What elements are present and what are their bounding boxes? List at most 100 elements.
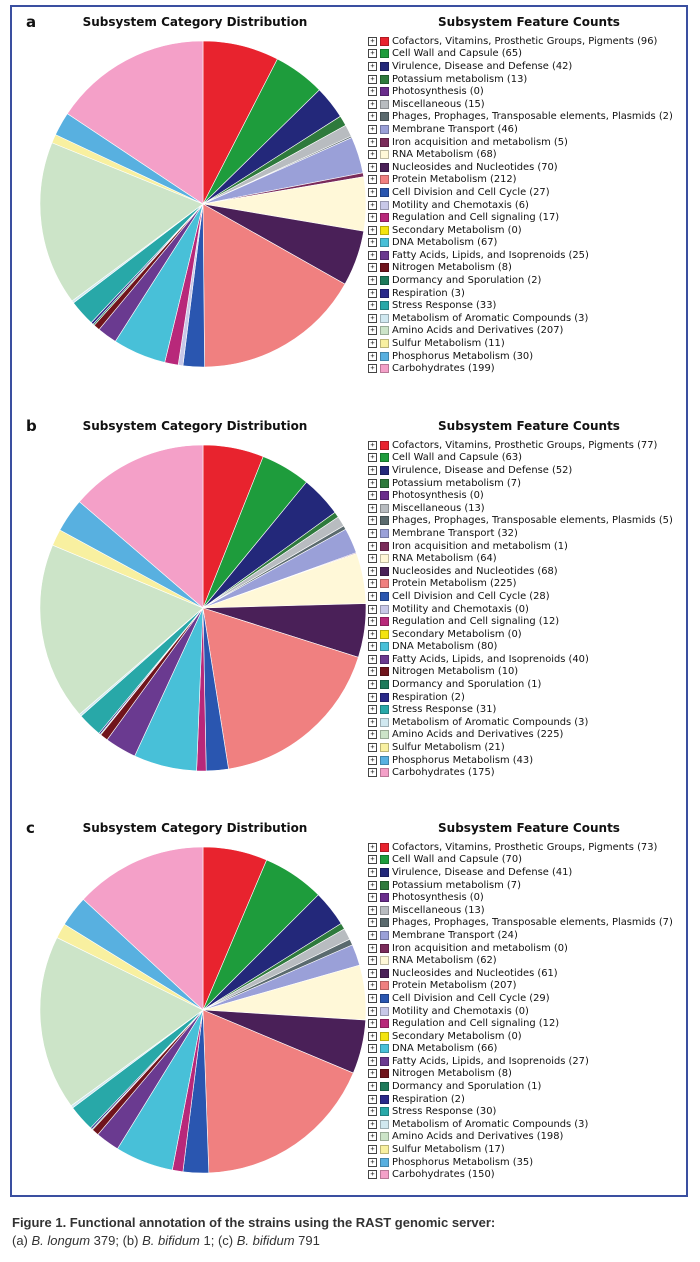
- legend-item[interactable]: + Amino Acids and Derivatives (198): [368, 1131, 686, 1144]
- legend-item[interactable]: + Nitrogen Metabolism (8): [368, 262, 686, 275]
- plus-box-icon[interactable]: +: [368, 893, 377, 903]
- plus-box-icon[interactable]: +: [368, 301, 377, 311]
- legend-item[interactable]: + RNA Metabolism (64): [368, 552, 686, 565]
- plus-box-icon[interactable]: +: [368, 288, 377, 298]
- legend-item[interactable]: + Membrane Transport (32): [368, 527, 686, 540]
- plus-box-icon[interactable]: +: [368, 124, 377, 134]
- plus-box-icon[interactable]: +: [368, 364, 377, 374]
- legend-item[interactable]: + Dormancy and Sporulation (2): [368, 274, 686, 287]
- legend-item[interactable]: + Regulation and Cell signaling (12): [368, 615, 686, 628]
- plus-box-icon[interactable]: +: [368, 1132, 377, 1142]
- legend-item[interactable]: + Nucleosides and Nucleotides (70): [368, 161, 686, 174]
- legend-item[interactable]: + Metabolism of Aromatic Compounds (3): [368, 1118, 686, 1131]
- plus-box-icon[interactable]: +: [368, 465, 377, 475]
- legend-item[interactable]: + Fatty Acids, Lipids, and Isoprenoids (2…: [368, 1055, 686, 1068]
- legend-item[interactable]: + Fatty Acids, Lipids, and Isoprenoids (2…: [368, 249, 686, 262]
- plus-box-icon[interactable]: +: [368, 1094, 377, 1104]
- plus-box-icon[interactable]: +: [368, 591, 377, 601]
- legend-item[interactable]: + Nitrogen Metabolism (10): [368, 666, 686, 679]
- legend-item[interactable]: + Protein Metabolism (207): [368, 980, 686, 993]
- plus-box-icon[interactable]: +: [368, 981, 377, 991]
- plus-box-icon[interactable]: +: [368, 1119, 377, 1129]
- legend-item[interactable]: + Miscellaneous (13): [368, 904, 686, 917]
- plus-box-icon[interactable]: +: [368, 313, 377, 323]
- plus-box-icon[interactable]: +: [368, 1019, 377, 1029]
- legend-item[interactable]: + Miscellaneous (15): [368, 98, 686, 111]
- legend-item[interactable]: + Regulation and Cell signaling (12): [368, 1017, 686, 1030]
- plus-box-icon[interactable]: +: [368, 503, 377, 513]
- plus-box-icon[interactable]: +: [368, 74, 377, 84]
- plus-box-icon[interactable]: +: [368, 880, 377, 890]
- plus-box-icon[interactable]: +: [368, 717, 377, 727]
- plus-box-icon[interactable]: +: [368, 351, 377, 361]
- legend-item[interactable]: + Miscellaneous (13): [368, 502, 686, 515]
- plus-box-icon[interactable]: +: [368, 263, 377, 273]
- legend-item[interactable]: + Photosynthesis (0): [368, 85, 686, 98]
- legend-item[interactable]: + Potassium metabolism (13): [368, 73, 686, 86]
- legend-item[interactable]: + Cell Division and Cell Cycle (27): [368, 186, 686, 199]
- legend-item[interactable]: + Respiration (2): [368, 691, 686, 704]
- plus-box-icon[interactable]: +: [368, 855, 377, 865]
- legend-item[interactable]: + Dormancy and Sporulation (1): [368, 1080, 686, 1093]
- legend-item[interactable]: + Virulence, Disease and Defense (52): [368, 464, 686, 477]
- legend-item[interactable]: + Iron acquisition and metabolism (1): [368, 540, 686, 553]
- plus-box-icon[interactable]: +: [368, 213, 377, 223]
- legend-item[interactable]: + Carbohydrates (175): [368, 766, 686, 779]
- legend-item[interactable]: + Dormancy and Sporulation (1): [368, 678, 686, 691]
- legend-item[interactable]: + Motility and Chemotaxis (6): [368, 199, 686, 212]
- legend-item[interactable]: + Sulfur Metabolism (21): [368, 741, 686, 754]
- legend-item[interactable]: + Motility and Chemotaxis (0): [368, 603, 686, 616]
- plus-box-icon[interactable]: +: [368, 112, 377, 122]
- plus-box-icon[interactable]: +: [368, 491, 377, 501]
- legend-item[interactable]: + Cell Wall and Capsule (70): [368, 854, 686, 867]
- plus-box-icon[interactable]: +: [368, 743, 377, 753]
- legend-item[interactable]: + Secondary Metabolism (0): [368, 224, 686, 237]
- legend-item[interactable]: + DNA Metabolism (66): [368, 1043, 686, 1056]
- legend-item[interactable]: + Nitrogen Metabolism (8): [368, 1068, 686, 1081]
- plus-box-icon[interactable]: +: [368, 604, 377, 614]
- legend-item[interactable]: + Phages, Prophages, Transposable element…: [368, 111, 686, 124]
- legend-item[interactable]: + Cofactors, Vitamins, Prosthetic Groups,…: [368, 35, 686, 48]
- plus-box-icon[interactable]: +: [368, 1056, 377, 1066]
- plus-box-icon[interactable]: +: [368, 1082, 377, 1092]
- legend-item[interactable]: + Cell Wall and Capsule (65): [368, 48, 686, 61]
- plus-box-icon[interactable]: +: [368, 768, 377, 778]
- legend-item[interactable]: + RNA Metabolism (62): [368, 954, 686, 967]
- legend-item[interactable]: + Phosphorus Metabolism (35): [368, 1156, 686, 1169]
- plus-box-icon[interactable]: +: [368, 642, 377, 652]
- plus-box-icon[interactable]: +: [368, 225, 377, 235]
- plus-box-icon[interactable]: +: [368, 453, 377, 463]
- legend-item[interactable]: + Iron acquisition and metabolism (0): [368, 942, 686, 955]
- plus-box-icon[interactable]: +: [368, 87, 377, 97]
- legend-item[interactable]: + Secondary Metabolism (0): [368, 1030, 686, 1043]
- legend-item[interactable]: + Cofactors, Vitamins, Prosthetic Groups,…: [368, 841, 686, 854]
- plus-box-icon[interactable]: +: [368, 918, 377, 928]
- legend-item[interactable]: + Metabolism of Aromatic Compounds (3): [368, 312, 686, 325]
- legend-item[interactable]: + DNA Metabolism (67): [368, 237, 686, 250]
- plus-box-icon[interactable]: +: [368, 554, 377, 564]
- plus-box-icon[interactable]: +: [368, 1145, 377, 1155]
- legend-item[interactable]: + Motility and Chemotaxis (0): [368, 1005, 686, 1018]
- plus-box-icon[interactable]: +: [368, 36, 377, 46]
- legend-item[interactable]: + Potassium metabolism (7): [368, 477, 686, 490]
- plus-box-icon[interactable]: +: [368, 99, 377, 109]
- legend-item[interactable]: + Photosynthesis (0): [368, 891, 686, 904]
- legend-item[interactable]: + Respiration (2): [368, 1093, 686, 1106]
- legend-item[interactable]: + Phosphorus Metabolism (30): [368, 350, 686, 363]
- legend-item[interactable]: + Cell Division and Cell Cycle (28): [368, 590, 686, 603]
- legend-item[interactable]: + Cofactors, Vitamins, Prosthetic Groups,…: [368, 439, 686, 452]
- plus-box-icon[interactable]: +: [368, 867, 377, 877]
- legend-item[interactable]: + DNA Metabolism (80): [368, 641, 686, 654]
- plus-box-icon[interactable]: +: [368, 654, 377, 664]
- legend-item[interactable]: + Protein Metabolism (212): [368, 174, 686, 187]
- plus-box-icon[interactable]: +: [368, 339, 377, 349]
- plus-box-icon[interactable]: +: [368, 326, 377, 336]
- legend-item[interactable]: + Virulence, Disease and Defense (42): [368, 60, 686, 73]
- legend-item[interactable]: + Phosphorus Metabolism (43): [368, 754, 686, 767]
- plus-box-icon[interactable]: +: [368, 137, 377, 147]
- legend-item[interactable]: + Secondary Metabolism (0): [368, 628, 686, 641]
- plus-box-icon[interactable]: +: [368, 1107, 377, 1117]
- legend-item[interactable]: + Stress Response (30): [368, 1105, 686, 1118]
- legend-item[interactable]: + Amino Acids and Derivatives (225): [368, 729, 686, 742]
- plus-box-icon[interactable]: +: [368, 629, 377, 639]
